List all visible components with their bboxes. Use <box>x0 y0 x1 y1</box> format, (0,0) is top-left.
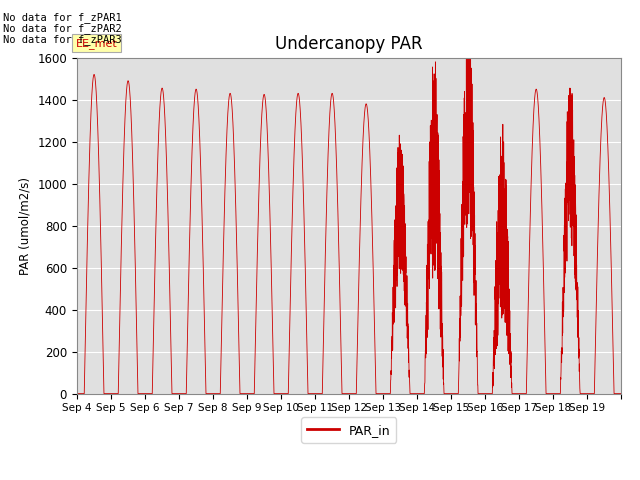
Y-axis label: PAR (umol/m2/s): PAR (umol/m2/s) <box>19 177 32 275</box>
Title: Undercanopy PAR: Undercanopy PAR <box>275 35 422 53</box>
Text: No data for f_zPAR2: No data for f_zPAR2 <box>3 23 122 34</box>
Legend: PAR_in: PAR_in <box>301 417 397 443</box>
Text: EE_met: EE_met <box>76 37 117 48</box>
Text: No data for f_zPAR1: No data for f_zPAR1 <box>3 12 122 23</box>
Text: No data for f_zPAR3: No data for f_zPAR3 <box>3 34 122 45</box>
